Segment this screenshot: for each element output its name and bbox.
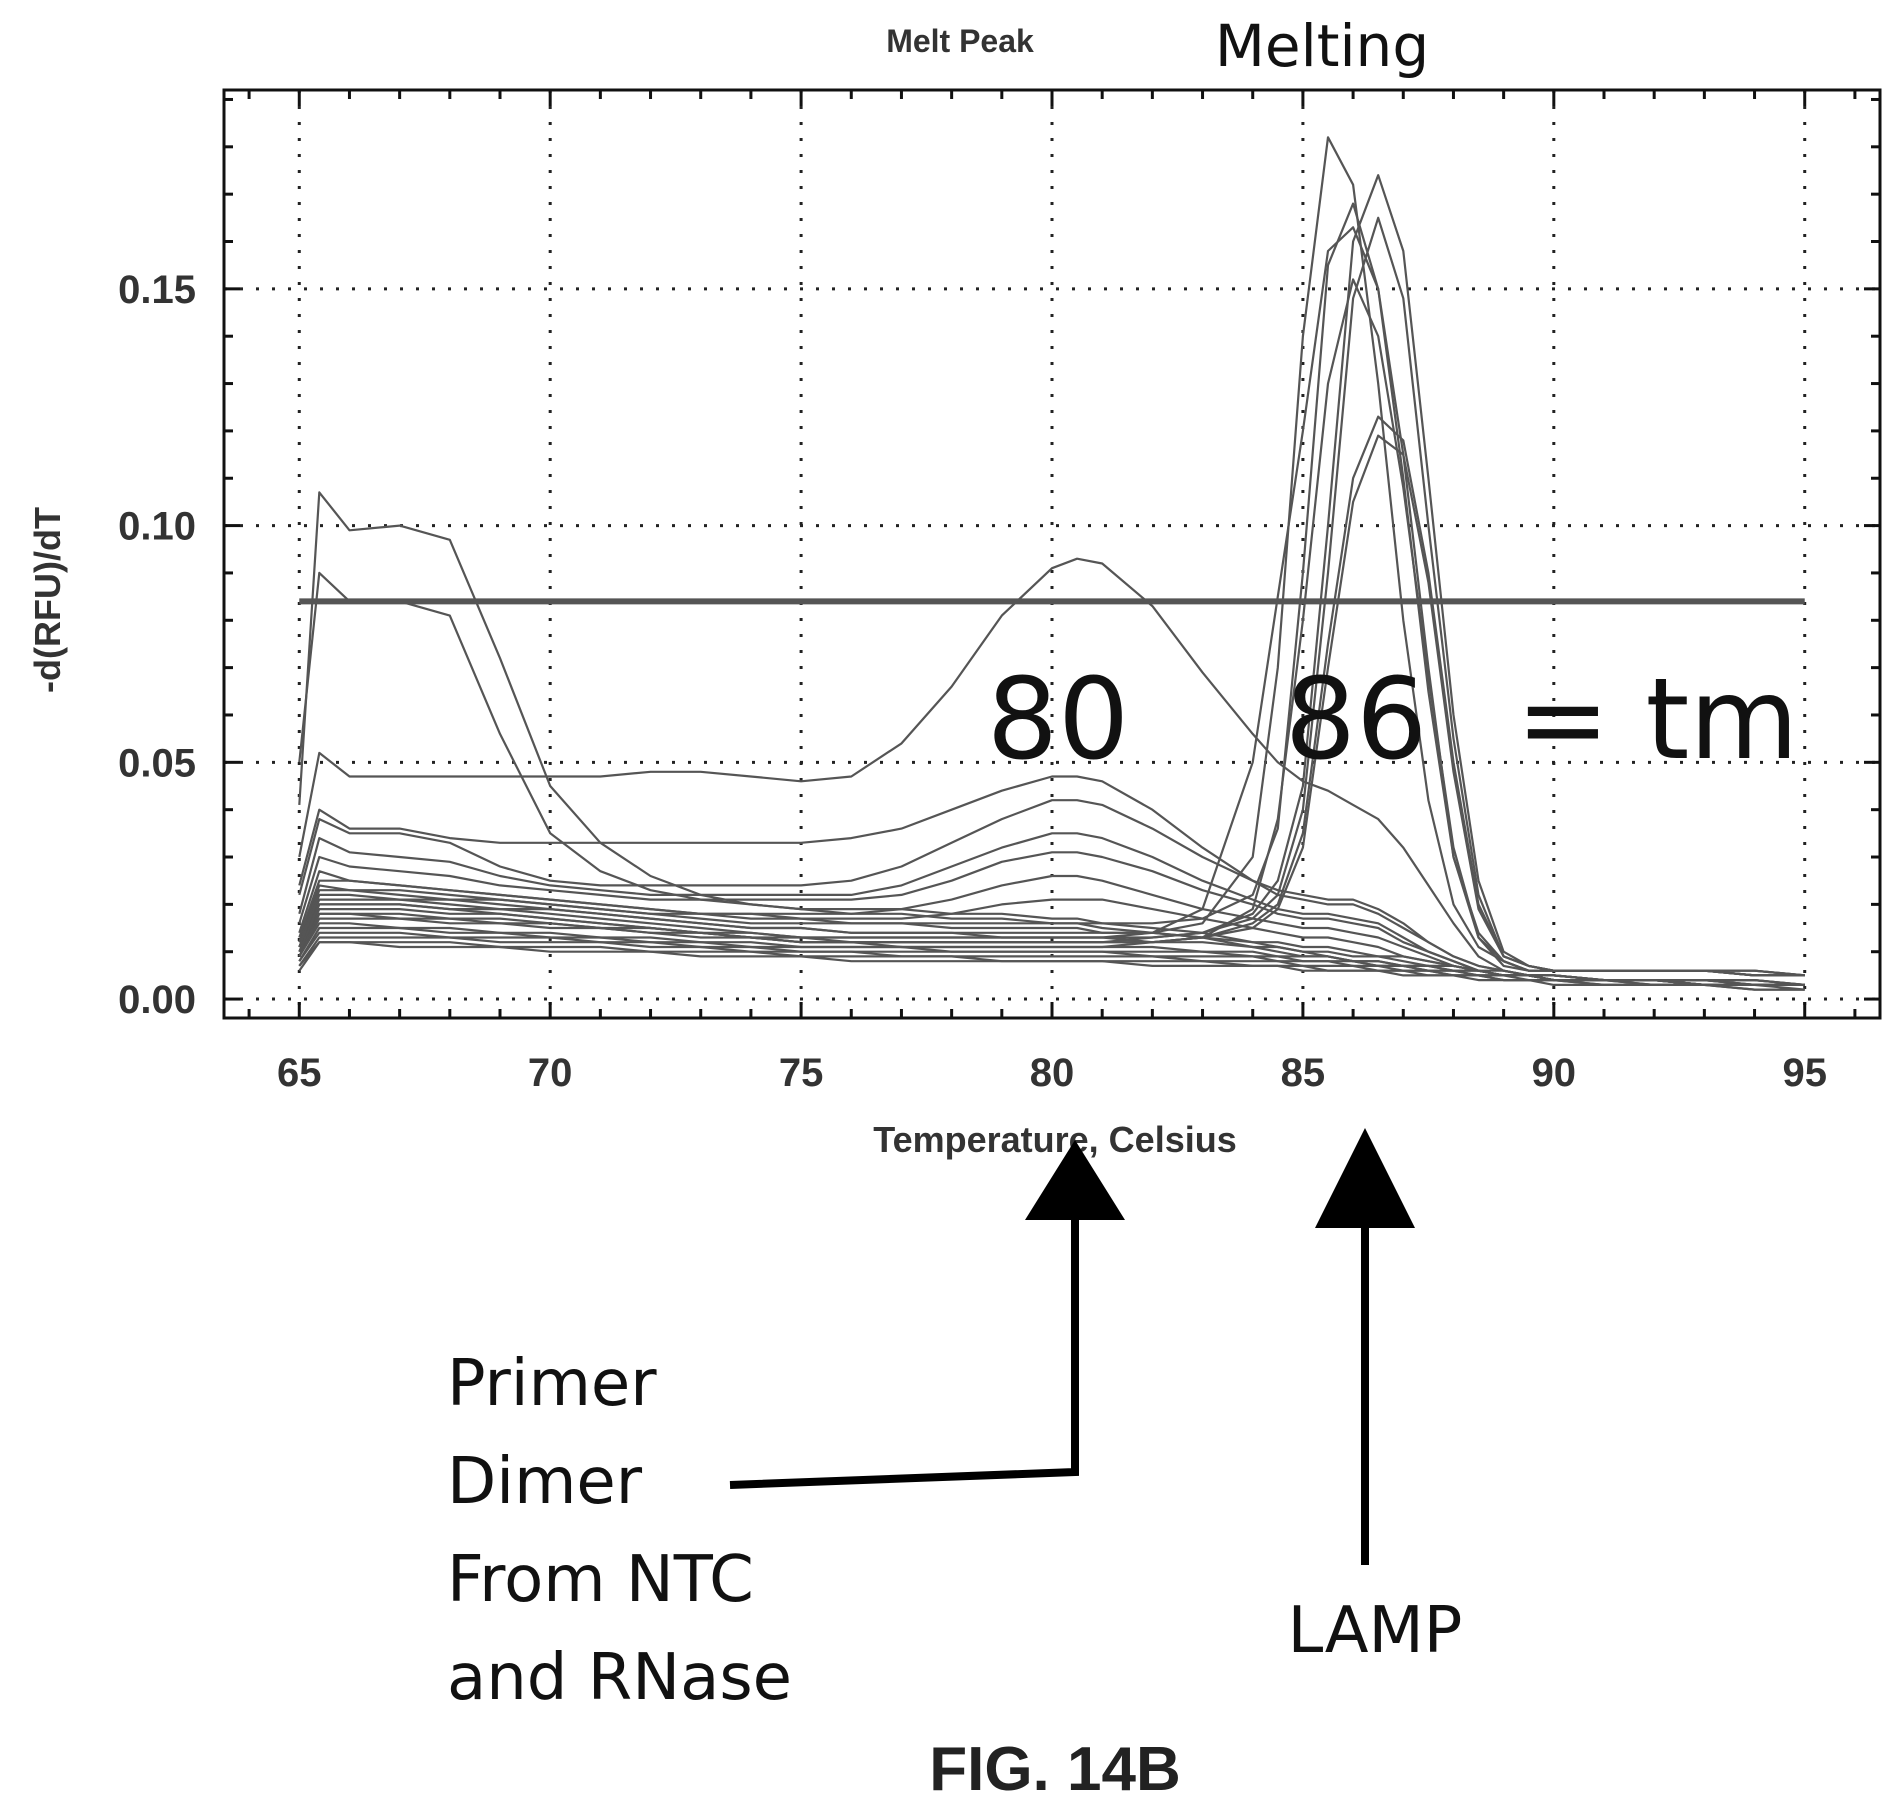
y-tick-labels: 0.00 0.05 0.10 0.15: [118, 268, 196, 1022]
primer-dimer-arrow-line: [729, 1218, 1079, 1489]
x-tick-labels: 65 70 75 80 85 90 95: [277, 1051, 1827, 1095]
tm-label: = tm: [1516, 655, 1798, 785]
primer-dimer-line-3: From NTC: [447, 1543, 754, 1617]
melt-curve-13: [298, 174, 1805, 977]
melt-curve-17: [298, 278, 1805, 977]
x-tick-label-75: 75: [779, 1051, 824, 1095]
figure-label: FIG. 14B: [929, 1735, 1181, 1804]
x-tick-label-95: 95: [1782, 1051, 1827, 1095]
axis-ticks: [224, 90, 1880, 1018]
primer-dimer-line-2: Dimer: [447, 1445, 643, 1519]
x-tick-label-90: 90: [1532, 1051, 1577, 1095]
peak-86-label: 86: [1285, 655, 1428, 785]
y-tick-label-1: 0.05: [118, 741, 196, 785]
chart-subtitle: Melting: [1215, 12, 1429, 80]
x-tick-label-85: 85: [1281, 1051, 1326, 1095]
melt-curve-24: [298, 879, 1805, 987]
primer-dimer-arrowhead: [1025, 1140, 1125, 1220]
x-tick-label-65: 65: [277, 1051, 322, 1095]
melt-curves: [298, 136, 1805, 991]
peak-80-label: 80: [987, 655, 1130, 785]
x-tick-label-70: 70: [528, 1051, 573, 1095]
lamp-label: LAMP: [1288, 1594, 1463, 1668]
y-axis-title: -d(RFU)/dT: [27, 507, 68, 693]
primer-dimer-line-4: and RNase: [447, 1641, 792, 1715]
melt-curve-23: [298, 941, 1805, 991]
primer-dimer-line-1: Primer: [447, 1347, 657, 1421]
y-tick-label-2: 0.10: [118, 505, 196, 549]
y-tick-label-3: 0.15: [118, 268, 196, 312]
chart-title: Melt Peak: [886, 23, 1034, 59]
x-tick-label-80: 80: [1030, 1051, 1075, 1095]
lamp-arrowhead: [1315, 1128, 1415, 1228]
grid-lines: [224, 90, 1880, 1018]
melt-curve-25: [298, 893, 1805, 987]
x-axis-title: Temperature, Celsius: [873, 1119, 1236, 1160]
y-tick-label-0: 0.00: [118, 978, 196, 1022]
